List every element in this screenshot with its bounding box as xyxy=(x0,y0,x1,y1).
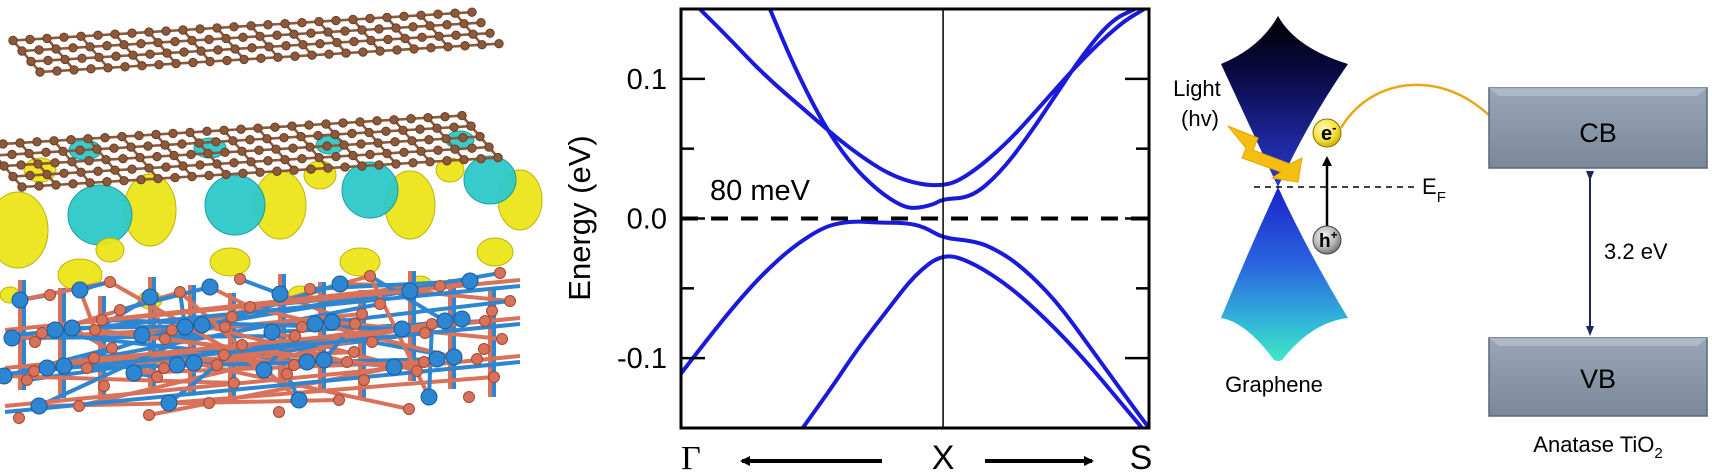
vb-label: VB xyxy=(1580,364,1616,394)
valence-band-box xyxy=(1488,337,1708,417)
y-axis-label: Energy (eV) xyxy=(562,135,597,300)
electron-label: e- xyxy=(1321,120,1336,145)
vb-box-bevel xyxy=(1489,338,1707,346)
electron-icon xyxy=(1312,118,1342,148)
band-lines xyxy=(681,9,1149,428)
hole-label: h+ xyxy=(1319,228,1338,252)
light-label: Light (hv) xyxy=(1173,76,1227,131)
conduction-band-box xyxy=(1488,87,1708,169)
k-label-1: Γ xyxy=(681,440,701,474)
k-label-2: X xyxy=(932,439,955,474)
cb-box-bevel xyxy=(1489,88,1707,96)
y-ticks: 0.1 0.0 -0.1 xyxy=(617,7,1149,430)
band-line-1 xyxy=(698,9,1146,188)
band-alignment-schematic: EF e- h+ Light (hv) Graphene CB VB 3.2 e… xyxy=(1173,16,1708,462)
y-tick-label: -0.1 xyxy=(617,343,667,375)
hole-icon xyxy=(1312,225,1342,255)
cb-label: CB xyxy=(1579,118,1617,148)
structure-illustration xyxy=(0,7,543,424)
tio2-slab xyxy=(0,267,521,424)
gap-annotation: 80 meV xyxy=(710,175,811,207)
k-label-3: S xyxy=(1130,439,1153,474)
fermi-label: EF xyxy=(1422,174,1446,206)
graphene-valence-cone xyxy=(1221,187,1348,361)
band-line-3 xyxy=(681,219,1149,428)
graphene-label: Graphene xyxy=(1225,372,1323,397)
band-line-2 xyxy=(768,9,1136,210)
graphene-conduction-cone xyxy=(1221,16,1348,187)
graphene-layer-interface xyxy=(0,110,503,192)
band-line-4 xyxy=(801,254,1145,428)
graphene-layer-top xyxy=(8,7,504,77)
tio2-label: Anatase TiO2 xyxy=(1533,432,1662,462)
y-tick-label: 0.1 xyxy=(627,64,667,96)
lightning-icon xyxy=(1227,125,1303,183)
band-structure-chart: 0.1 0.0 -0.1 Energy (eV) 80 meV Γ X S xyxy=(562,7,1152,474)
y-tick-label: 0.0 xyxy=(627,204,667,236)
bandgap-label: 3.2 eV xyxy=(1604,239,1668,264)
